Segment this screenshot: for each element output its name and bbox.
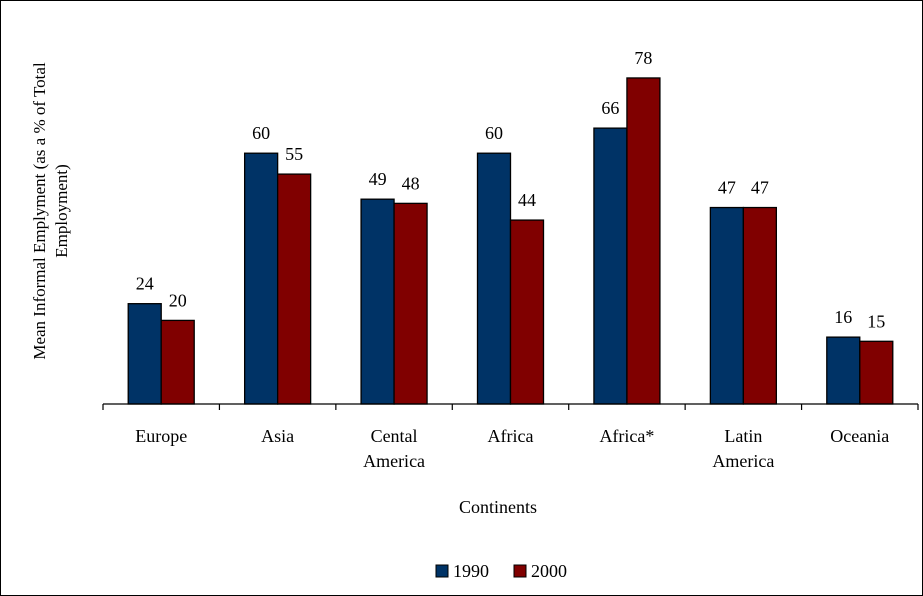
y-axis-label: Mean Informal Emplyment (as a % of Total… <box>30 62 71 360</box>
y-axis-label-line-1: Mean Informal Emplyment (as a % of Total <box>30 62 49 360</box>
x-axis <box>102 403 919 410</box>
x-tick-label: Africa* <box>599 426 654 446</box>
legend-swatch-1990 <box>435 564 449 578</box>
bars-layer <box>127 77 894 405</box>
data-label: 15 <box>867 311 885 331</box>
legend: 1990 2000 <box>435 561 567 581</box>
bar-2000-africa <box>509 219 545 405</box>
data-label: 66 <box>601 98 619 118</box>
bar-1990-latin-america <box>709 206 745 405</box>
data-label: 20 <box>169 290 187 310</box>
legend-label-2000: 2000 <box>531 561 567 581</box>
data-label: 49 <box>369 169 387 189</box>
x-tick-label: Europe <box>135 426 187 446</box>
data-label: 44 <box>518 190 536 210</box>
data-label: 47 <box>718 178 736 198</box>
bar-2000-cental-america <box>393 202 428 405</box>
x-tick-labels: Europe Asia Cental America Africa Africa* Lati… <box>135 426 889 471</box>
x-tick-label: Oceania <box>830 426 889 446</box>
y-axis-label-line-2: Employment) <box>52 164 71 257</box>
x-tick-label: Africa <box>488 426 534 446</box>
x-axis-title: Continents <box>459 497 537 517</box>
bar-2000-africa <box>626 77 661 405</box>
bar-1990-africa <box>476 152 512 405</box>
data-label: 24 <box>136 274 154 294</box>
data-label: 16 <box>834 307 852 327</box>
data-label: 48 <box>402 173 420 193</box>
data-label: 60 <box>485 123 503 143</box>
data-label: 78 <box>634 48 652 68</box>
bar-1990-asia <box>243 152 279 405</box>
x-tick-label: Cental America <box>363 426 425 471</box>
bar-2000-asia <box>276 173 312 405</box>
legend-swatch-2000 <box>513 564 527 578</box>
bar-2000-latin-america <box>742 206 778 405</box>
bar-1990-cental-america <box>360 198 395 405</box>
data-labels-layer: 24 20 60 55 49 48 60 44 66 78 47 47 16 15 <box>136 48 886 331</box>
data-label: 47 <box>751 178 769 198</box>
bar-2000-europe <box>160 319 195 405</box>
bar-1990-africa <box>593 127 628 405</box>
data-label: 55 <box>285 144 303 164</box>
bar-1990-oceania <box>826 336 861 405</box>
legend-label-1990: 1990 <box>453 561 489 581</box>
x-tick-label: Asia <box>261 426 294 446</box>
bar-1990-europe <box>127 303 162 405</box>
x-tick-label: Latin America <box>712 426 774 471</box>
data-label: 60 <box>252 123 270 143</box>
bar-2000-oceania <box>859 340 894 405</box>
